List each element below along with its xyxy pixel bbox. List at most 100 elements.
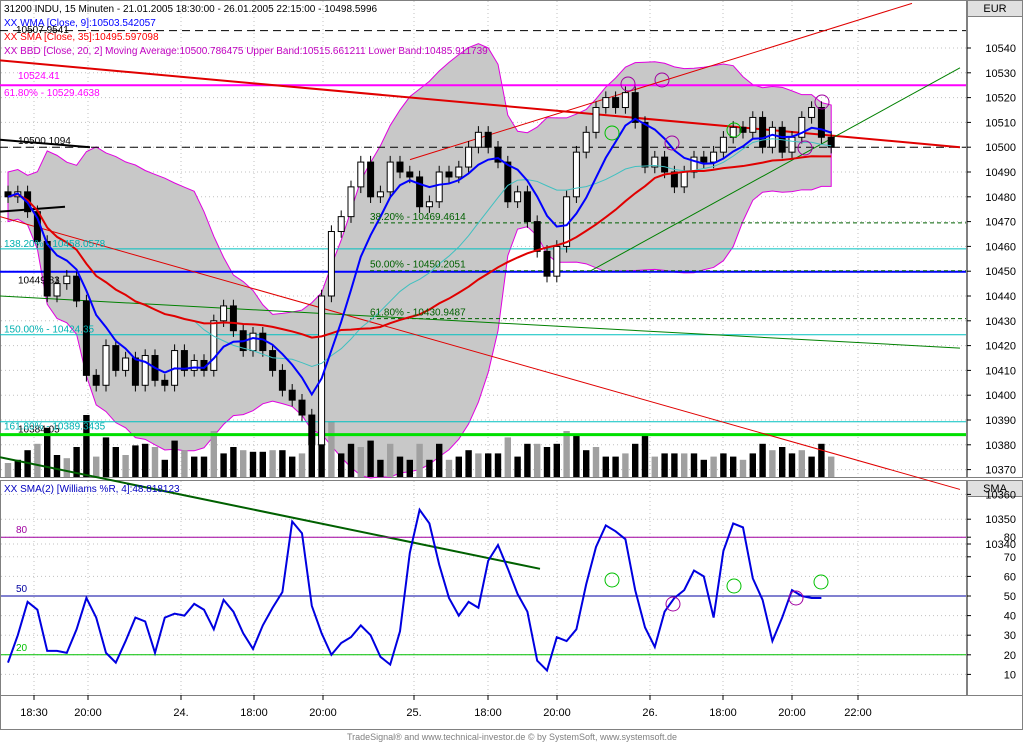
legend-bbd: XX BBD [Close, 20, 2] Moving Average:105…	[4, 46, 488, 57]
level-label: 150.00% - 10424.35	[4, 325, 95, 336]
candle-body	[396, 161, 404, 173]
candle-body	[592, 107, 600, 133]
volume-bar	[259, 451, 266, 477]
trend-line	[589, 67, 961, 272]
volume-bar	[779, 447, 786, 477]
trend-line	[0, 456, 541, 570]
highlight-circle	[654, 72, 670, 88]
oscillator-level-label: 50	[16, 584, 28, 595]
price-tick-label: 10410	[985, 365, 1016, 377]
candle-body	[406, 171, 414, 178]
price-tick-label: 10530	[985, 68, 1016, 80]
volume-bar	[63, 458, 70, 477]
volume-bar	[592, 447, 600, 477]
candle-body	[386, 161, 394, 193]
volume-bar	[230, 447, 237, 477]
volume-bar	[681, 453, 688, 477]
volume-bar	[73, 447, 80, 477]
volume-bar	[661, 453, 668, 477]
candle-body	[190, 359, 198, 371]
candle-body	[53, 283, 61, 297]
volume-bar	[132, 445, 139, 477]
candle-body	[131, 357, 139, 386]
candle-body	[749, 116, 757, 133]
volume-bar	[83, 415, 90, 477]
volume-bar	[583, 450, 590, 477]
volume-bar	[769, 450, 776, 477]
volume-bar	[671, 453, 678, 477]
candle-body	[484, 131, 492, 148]
oscillator-tick-label: 60	[1004, 571, 1016, 583]
oscillator-legend: XX SMA(2) [Williams %R, 4]:48.818123	[4, 484, 180, 495]
candle-body	[337, 216, 345, 233]
price-tick-label: 10480	[985, 192, 1016, 204]
volume-bar	[240, 450, 247, 477]
candle-body	[621, 92, 629, 109]
candle-body	[631, 92, 639, 123]
time-axis	[0, 695, 1023, 730]
price-tick-label: 10350	[985, 514, 1016, 526]
candle-body	[376, 191, 384, 198]
volume-bar	[632, 443, 639, 477]
time-tick-label: 18:00	[709, 707, 737, 719]
volume-bar	[730, 456, 737, 477]
price-tick-label: 10510	[985, 117, 1016, 129]
candle-body	[102, 345, 110, 386]
oscillator-tick-label: 20	[1004, 650, 1016, 662]
candle-body	[504, 161, 512, 203]
volume-bar	[171, 440, 178, 477]
volume-bar	[534, 443, 541, 477]
candle-body	[278, 369, 286, 391]
time-tick-label: 20:00	[74, 707, 102, 719]
volume-bar	[651, 456, 658, 477]
volume-bar	[690, 453, 698, 477]
volume-bar	[210, 431, 217, 477]
oscillator-circle	[726, 578, 742, 594]
oscillator-tick-label: 70	[1004, 552, 1016, 564]
candle-body	[651, 156, 659, 168]
volume-bar	[475, 453, 482, 477]
candle-body	[788, 136, 796, 153]
candle-body	[92, 374, 100, 386]
highlight-circle	[604, 125, 620, 141]
volume-bar	[759, 443, 766, 477]
candle-body	[141, 355, 149, 386]
time-ticks: 18:30 20:00 24. 18:00 20:00 25. 18:00 20:00 26. 1…	[20, 695, 872, 719]
footer-credit: TradeSignal® and www.technical-investor.…	[347, 732, 677, 742]
volume-bar	[357, 447, 364, 477]
volume-bar	[749, 453, 756, 477]
price-tick-label: 10360	[985, 489, 1016, 501]
level-label: 38.20% - 10469.4614	[370, 212, 466, 223]
candle-body	[122, 357, 130, 371]
candle-body	[259, 332, 267, 352]
candle-body	[465, 146, 473, 168]
volume-bar	[4, 463, 12, 477]
currency-box	[967, 0, 1023, 17]
candle-body	[798, 116, 806, 138]
candle-body	[533, 221, 541, 252]
trend-line	[409, 2, 913, 161]
time-tick-label: 18:00	[240, 707, 268, 719]
volume-bar	[504, 437, 511, 477]
oscillator-circle	[813, 574, 829, 590]
price-tick-label: 10380	[985, 440, 1016, 452]
volume-bar	[485, 453, 492, 477]
trend-line	[0, 216, 961, 490]
volume-bar	[494, 453, 502, 477]
candle-body	[768, 126, 776, 148]
price-tick-label: 10400	[985, 390, 1016, 402]
volume-bar	[710, 456, 717, 477]
candle-body	[827, 136, 835, 148]
volume-bar	[426, 459, 433, 477]
volume-bar	[465, 450, 472, 477]
volume-bar	[455, 456, 462, 477]
price-tick-label: 10520	[985, 93, 1016, 105]
volume-bar	[269, 450, 276, 477]
volume-bar	[279, 450, 286, 477]
volume-bar	[396, 456, 404, 477]
volume-bar	[191, 456, 198, 477]
volume-bar	[563, 431, 570, 477]
oscillator-level-label: 80	[16, 525, 28, 536]
price-tick-label: 10390	[985, 415, 1016, 427]
volume-bar	[181, 450, 188, 477]
